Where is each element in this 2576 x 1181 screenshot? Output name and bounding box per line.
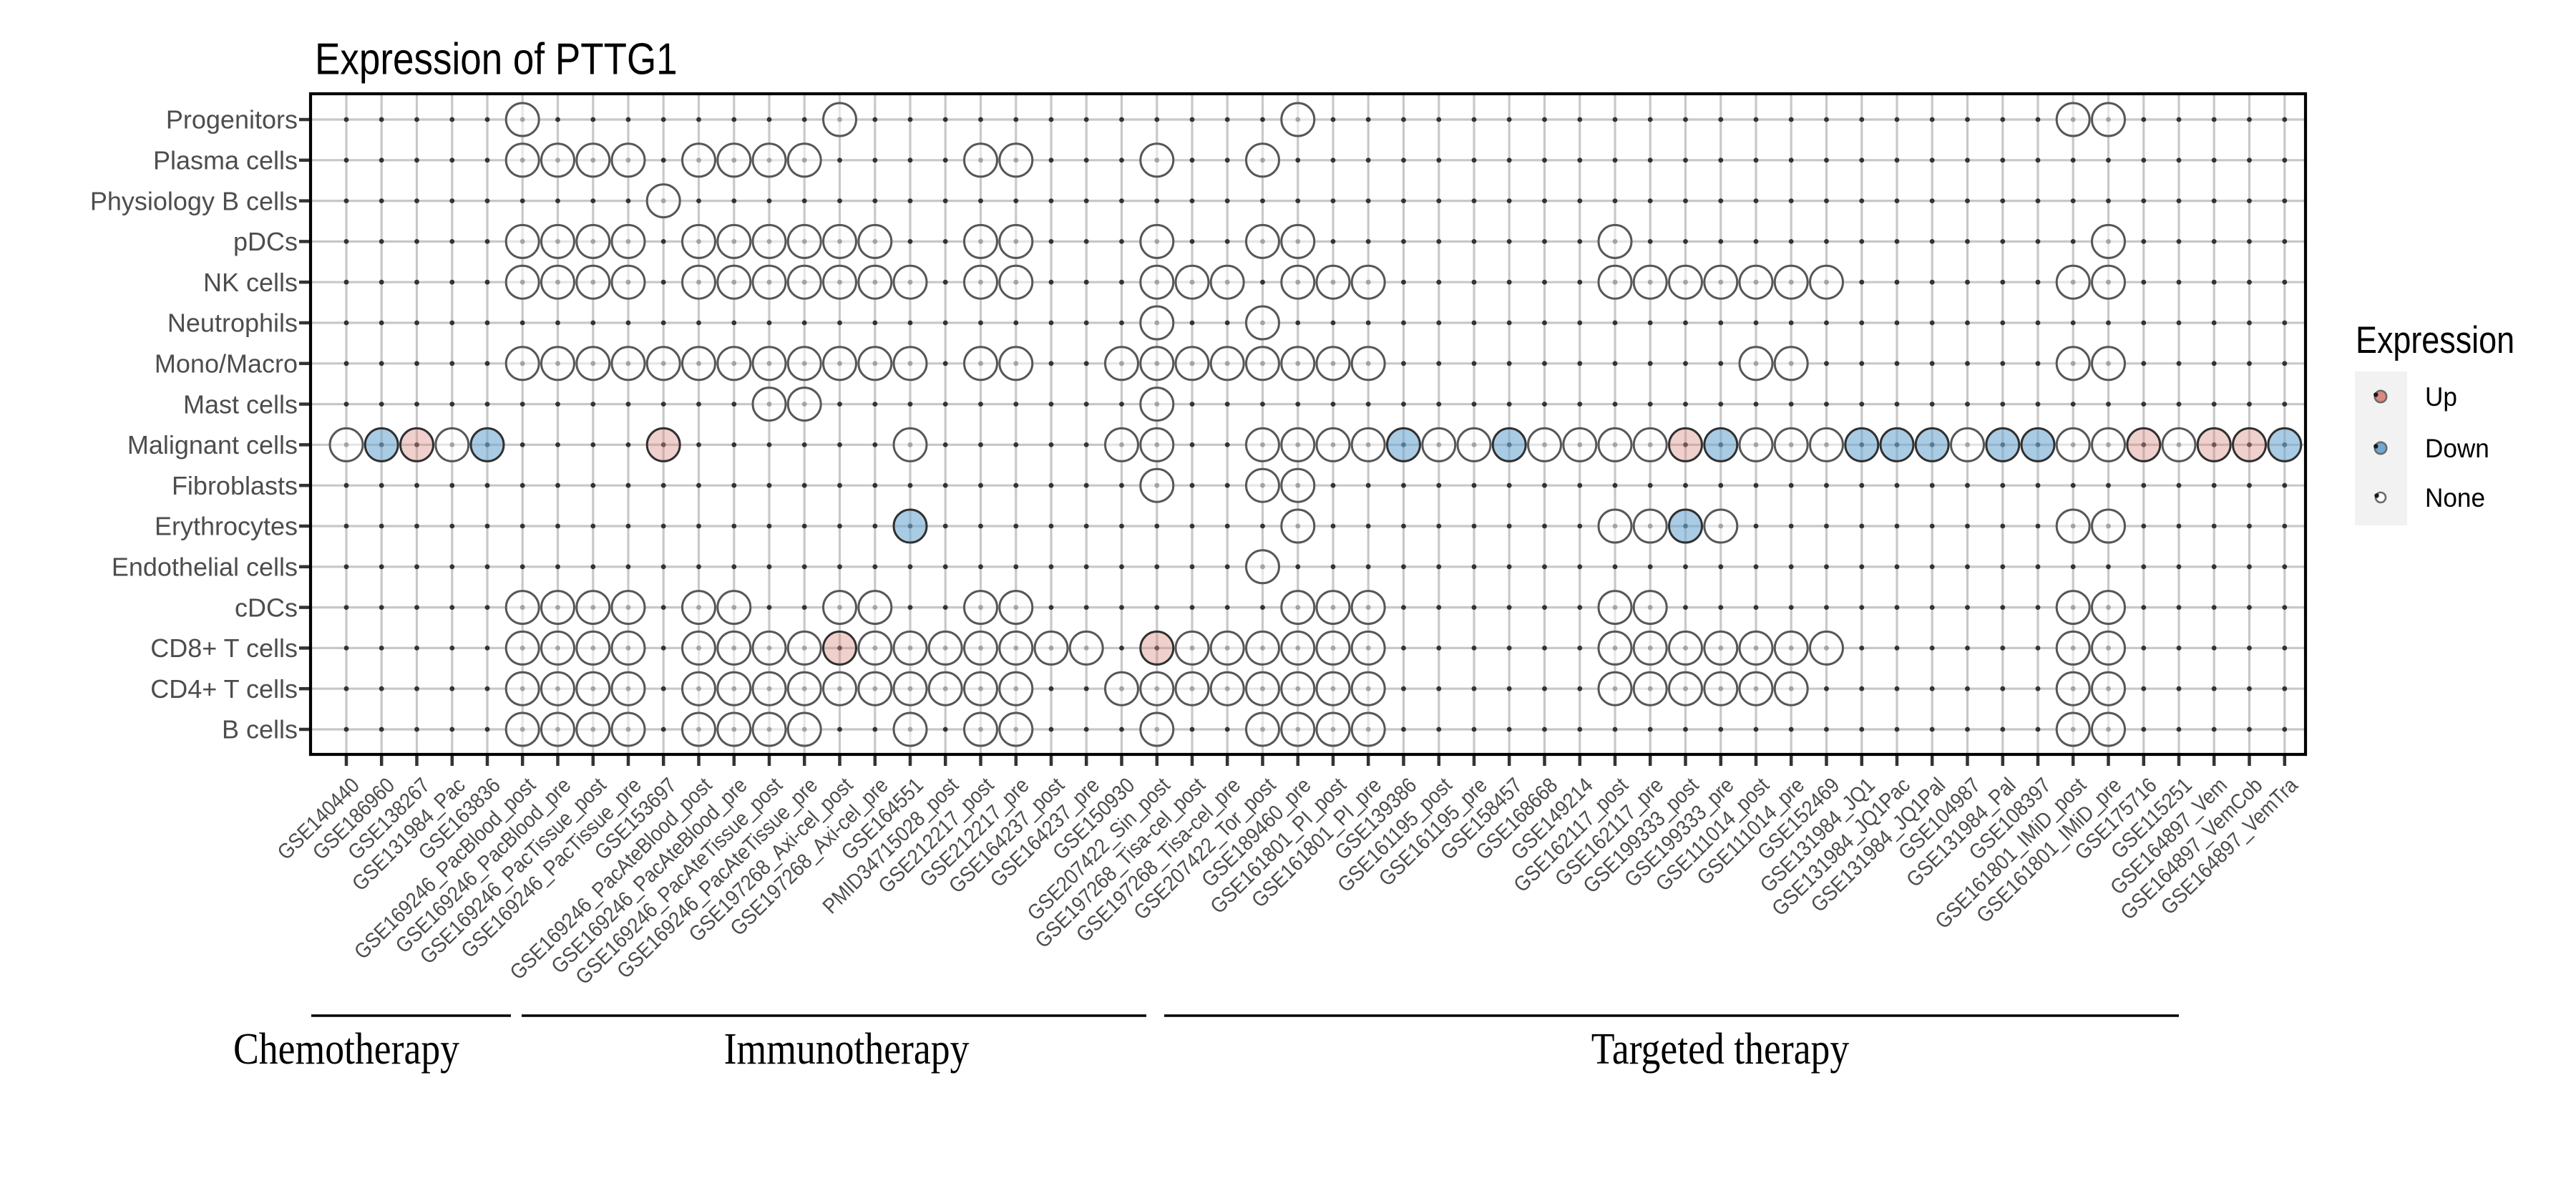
svg-text:Physiology B cells: Physiology B cells — [90, 186, 298, 215]
svg-text:Chemotherapy: Chemotherapy — [233, 1024, 459, 1073]
svg-text:Down: Down — [2425, 433, 2489, 463]
svg-text:Mono/Macro: Mono/Macro — [155, 349, 298, 379]
svg-text:Expression: Expression — [2356, 320, 2514, 361]
svg-text:Neutrophils: Neutrophils — [167, 308, 298, 338]
svg-text:Progenitors: Progenitors — [166, 105, 298, 135]
svg-text:Targeted therapy: Targeted therapy — [1591, 1024, 1849, 1073]
svg-text:Up: Up — [2425, 381, 2457, 412]
svg-text:B cells: B cells — [222, 715, 298, 744]
svg-text:Immunotherapy: Immunotherapy — [724, 1024, 970, 1073]
svg-text:Plasma cells: Plasma cells — [153, 146, 298, 175]
svg-text:pDCs: pDCs — [233, 227, 298, 256]
svg-text:Erythrocytes: Erythrocytes — [155, 512, 298, 541]
svg-text:None: None — [2425, 482, 2485, 512]
svg-text:Expression of PTTG1: Expression of PTTG1 — [315, 35, 678, 84]
svg-text:NK cells: NK cells — [203, 268, 298, 297]
svg-text:Malignant cells: Malignant cells — [127, 430, 298, 460]
svg-text:CD4+ T cells: CD4+ T cells — [150, 674, 298, 704]
svg-text:Fibroblasts: Fibroblasts — [172, 471, 298, 500]
svg-text:cDCs: cDCs — [235, 593, 298, 622]
svg-text:CD8+ T cells: CD8+ T cells — [150, 633, 298, 663]
svg-text:Endothelial cells: Endothelial cells — [112, 553, 298, 582]
svg-text:Mast cells: Mast cells — [183, 389, 298, 419]
